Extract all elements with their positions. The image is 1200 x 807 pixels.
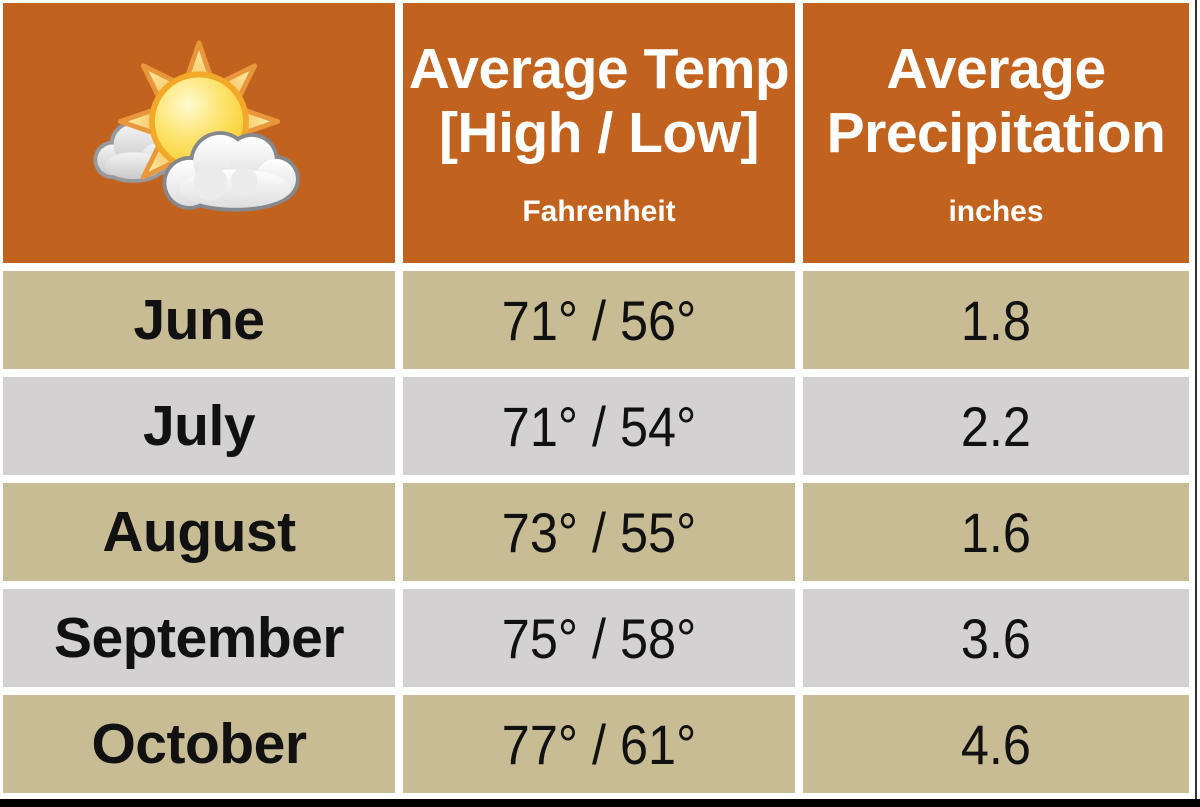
table-row-september-month: September	[3, 589, 395, 687]
precip-value: 1.6	[960, 500, 1032, 564]
precip-value: 3.6	[960, 606, 1032, 670]
table-row-june-precip: 1.8	[803, 271, 1189, 369]
table-row-october-month: October	[3, 695, 395, 793]
front-cloud	[162, 131, 300, 212]
table-row-july-temp: 71° / 54°	[403, 377, 795, 475]
header-temp-unit: Fahrenheit	[522, 195, 676, 229]
precip-value: 2.2	[960, 394, 1032, 458]
table-row-august-month: August	[3, 483, 395, 581]
table-row-october-precip: 4.6	[803, 695, 1189, 793]
header-temp-title: Average Temp [High / Low]	[408, 36, 790, 166]
header-temp: Average Temp [High / Low] Fahrenheit	[403, 3, 795, 263]
table-row-september-temp: 75° / 58°	[403, 589, 795, 687]
table-row-august-precip: 1.6	[803, 483, 1189, 581]
header-temp-line1: Average Temp	[408, 36, 790, 101]
header-precip-line1: Average	[886, 36, 1106, 101]
right-edge-line	[1195, 0, 1197, 801]
temp-value: 77° / 61°	[501, 712, 697, 776]
header-precip-unit: inches	[948, 195, 1044, 229]
temp-value: 71° / 54°	[501, 394, 697, 458]
table-row-june-month: June	[3, 271, 395, 369]
precip-value: 1.8	[960, 288, 1032, 352]
month-label: August	[102, 500, 296, 564]
header-precip-line2: Precipitation	[826, 101, 1166, 165]
bottom-edge-bar	[0, 799, 1200, 807]
temp-value: 71° / 56°	[501, 288, 697, 352]
table-row-july-precip: 2.2	[803, 377, 1189, 475]
precip-value: 4.6	[960, 712, 1032, 776]
weather-table: Average Temp [High / Low] Fahrenheit Ave…	[3, 3, 1189, 793]
temp-value: 73° / 55°	[501, 500, 697, 564]
header-precip: Average Precipitation inches	[803, 3, 1189, 263]
header-icon-cell	[3, 3, 395, 263]
header-temp-line2: [High / Low]	[438, 101, 760, 165]
month-label: September	[53, 606, 345, 670]
month-label: June	[133, 288, 265, 352]
table-row-july-month: July	[3, 377, 395, 475]
table-row-october-temp: 77° / 61°	[403, 695, 795, 793]
table-row-august-temp: 73° / 55°	[403, 483, 795, 581]
table-row-june-temp: 71° / 56°	[403, 271, 795, 369]
sun-behind-clouds-icon	[93, 40, 300, 212]
month-label: October	[91, 712, 307, 776]
month-label: July	[142, 394, 256, 458]
temp-value: 75° / 58°	[501, 606, 697, 670]
header-precip-title: Average Precipitation	[827, 37, 1166, 166]
table-row-september-precip: 3.6	[803, 589, 1189, 687]
